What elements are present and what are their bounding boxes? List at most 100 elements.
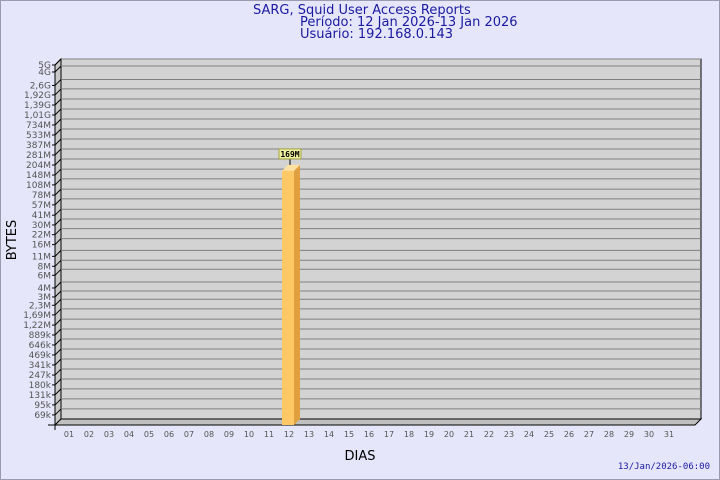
y-tick-label: 533M bbox=[26, 131, 51, 141]
x-tick-label: 03 bbox=[104, 430, 114, 439]
plot-floor bbox=[53, 418, 703, 426]
x-tick-label: 22 bbox=[484, 430, 494, 439]
y-tick-label: 6M bbox=[38, 271, 52, 281]
grid-line-side bbox=[54, 249, 62, 257]
grid-line-side bbox=[54, 128, 62, 136]
y-tick-label: 30M bbox=[32, 221, 51, 231]
grid-line-side bbox=[54, 65, 62, 73]
x-tick-label: 12 bbox=[284, 430, 294, 439]
x-tick-label: 07 bbox=[184, 430, 194, 439]
y-tick-label: 1,69M bbox=[23, 311, 51, 321]
grid-line-side bbox=[54, 259, 62, 267]
grid-line-side bbox=[54, 281, 62, 289]
x-tick-label: 24 bbox=[524, 430, 534, 439]
grid-line-side bbox=[54, 118, 62, 126]
x-tick-label: 19 bbox=[424, 430, 434, 439]
bar bbox=[282, 170, 294, 425]
y-tick-label: 4M bbox=[38, 284, 52, 294]
bar-side bbox=[294, 164, 300, 425]
x-axis-label: DIAS bbox=[345, 449, 376, 464]
grid-line-side bbox=[54, 368, 62, 376]
y-tick-label: 41M bbox=[32, 211, 51, 221]
chart-title: SARG, Squid User Access Reports bbox=[253, 3, 471, 18]
y-tick-label: 3M bbox=[38, 293, 52, 303]
y-tick-label: 8M bbox=[38, 262, 52, 272]
x-tick-label: 25 bbox=[544, 430, 554, 439]
x-tick-label: 15 bbox=[344, 430, 354, 439]
y-tick-label: 469k bbox=[29, 351, 52, 361]
x-tick-label: 09 bbox=[224, 430, 234, 439]
grid-line-side bbox=[54, 348, 62, 356]
x-tick-label: 11 bbox=[264, 430, 274, 439]
period-text: Período: 12 Jan 2026-13 Jan 2026 bbox=[300, 15, 518, 30]
data-label-box bbox=[278, 148, 302, 160]
bar-top bbox=[282, 164, 300, 171]
grid-line-side bbox=[54, 318, 62, 326]
grid-line-side bbox=[54, 108, 62, 116]
user-text: Usuário: 192.168.0.143 bbox=[300, 27, 454, 42]
y-tick-label: 78M bbox=[32, 191, 51, 201]
grid-line-side bbox=[54, 388, 62, 396]
grid-line-side bbox=[54, 328, 62, 336]
y-tick-label: 22M bbox=[32, 231, 51, 241]
y-tick-label: 16M bbox=[32, 241, 51, 251]
x-tick-label: 13 bbox=[304, 430, 314, 439]
y-axis-label: BYTES bbox=[5, 220, 20, 261]
grid-line-side bbox=[54, 218, 62, 226]
grid-line-side bbox=[54, 268, 62, 276]
y-tick-label: 2,3M bbox=[29, 301, 51, 311]
y-tick-label: 180k bbox=[29, 381, 52, 391]
x-tick-label: 17 bbox=[384, 430, 394, 439]
x-tick-label: 23 bbox=[504, 430, 514, 439]
grid-line-side bbox=[54, 198, 62, 206]
y-tick-label: 95k bbox=[34, 401, 51, 411]
timestamp: 13/Jan/2026-06:00 bbox=[617, 462, 710, 472]
grid-line-side bbox=[54, 298, 62, 306]
y-tick-label: 889k bbox=[29, 331, 52, 341]
grid-line-side bbox=[54, 98, 62, 106]
y-tick-label: 131k bbox=[29, 391, 52, 401]
x-tick-label: 27 bbox=[584, 430, 594, 439]
y-tick-label: 387M bbox=[26, 141, 51, 151]
y-tick-label: 1,92G bbox=[24, 91, 51, 101]
grid-line-side bbox=[54, 228, 62, 236]
y-tick-label: 69k bbox=[34, 411, 51, 421]
grid-line-side bbox=[54, 168, 62, 176]
y-tick-label: 57M bbox=[32, 201, 51, 211]
y-tick-label: 148M bbox=[26, 171, 51, 181]
x-tick-label: 30 bbox=[644, 430, 654, 439]
grid-line-side bbox=[54, 398, 62, 406]
y-tick-label: 1,22M bbox=[23, 321, 51, 331]
x-tick-label: 02 bbox=[84, 430, 94, 439]
grid-line-side bbox=[54, 378, 62, 386]
x-tick-label: 08 bbox=[204, 430, 214, 439]
grid-line-side bbox=[54, 188, 62, 196]
x-tick-label: 04 bbox=[124, 430, 134, 439]
y-tick-label: 1,39G bbox=[24, 101, 51, 111]
grid-line-side bbox=[54, 138, 62, 146]
grid-line-side bbox=[54, 158, 62, 166]
y-tick-label: 108M bbox=[26, 181, 51, 191]
x-tick-label: 28 bbox=[604, 430, 614, 439]
y-tick-label: 646k bbox=[29, 341, 52, 351]
grid-line-side bbox=[54, 208, 62, 216]
y-tick-label: 204M bbox=[26, 161, 51, 171]
grid-line-side bbox=[54, 358, 62, 366]
grid-line-side bbox=[54, 148, 62, 156]
grid-line-side bbox=[54, 290, 62, 298]
y-tick-label: 5G bbox=[38, 61, 51, 71]
grid-line-side bbox=[54, 238, 62, 245]
x-tick-label: 05 bbox=[144, 430, 154, 439]
y-tick-label: 2,6G bbox=[30, 81, 51, 91]
x-tick-label: 20 bbox=[444, 430, 454, 439]
x-tick-label: 14 bbox=[324, 430, 334, 439]
x-tick-label: 01 bbox=[64, 430, 74, 439]
x-tick-label: 06 bbox=[164, 430, 174, 439]
y-tick-label: 341k bbox=[29, 361, 52, 371]
y-tick-label: 247k bbox=[29, 371, 52, 381]
grid-line-side bbox=[54, 79, 62, 86]
y-tick-label: 281M bbox=[26, 151, 51, 161]
x-tick-label: 31 bbox=[664, 430, 674, 439]
y-tick-label: 1,01G bbox=[24, 111, 51, 121]
